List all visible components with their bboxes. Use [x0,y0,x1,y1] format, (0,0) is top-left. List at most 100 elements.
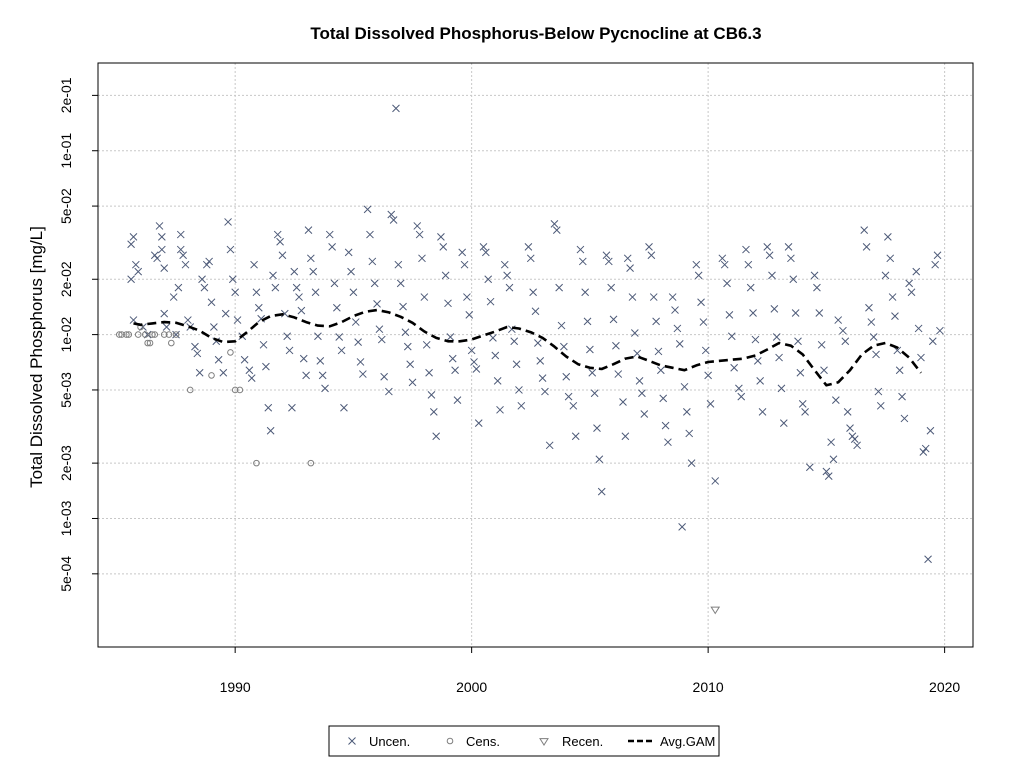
uncensored-point [332,303,341,312]
uncensored-point [486,297,495,306]
uncensored-point [694,271,703,280]
uncensored-point [387,210,396,219]
uncensored-point [784,243,793,251]
x-tick-label: 1990 [220,679,251,695]
uncensored-point [685,429,694,438]
legend-recensored-symbol [539,738,549,746]
uncensored-point [176,230,185,239]
uncensored-point [680,382,689,391]
uncensored-point [425,368,433,377]
uncensored-point [134,267,143,276]
uncensored-point [557,321,566,330]
censored-point [236,386,244,394]
uncensored-point [375,325,384,334]
uncensored-point [526,254,535,263]
uncensored-point [805,463,814,472]
uncensored-point [529,288,537,297]
uncensored-point [380,372,389,381]
uncensored-point [297,306,306,315]
uncensored-point [396,279,405,288]
uncensored-point [753,356,762,365]
uncensored-point [446,333,455,341]
uncensored-point [524,243,533,251]
uncensored-point [219,368,228,377]
uncensored-point [626,264,634,272]
uncensored-point [210,323,218,331]
censored-point [208,372,215,379]
uncensored-point [895,366,904,375]
censored-point [146,339,154,347]
uncensored-point [458,248,467,257]
uncensored-point [621,432,630,441]
uncensored-point [280,309,289,318]
uncensored-point [919,448,928,456]
uncensored-point [479,243,488,251]
uncensored-point [181,260,190,269]
uncensored-point [463,293,471,301]
uncensored-point [751,335,760,344]
uncensored-point [403,342,412,351]
y-tick-label: 1e-03 [58,500,74,536]
uncensored-point [723,279,731,288]
uncensored-point [742,245,750,254]
uncensored-point [240,355,249,364]
uncensored-point [822,467,831,476]
uncensored-point [389,216,398,224]
uncensored-point [517,401,526,410]
uncensored-point [512,360,521,369]
gam-trend-line [133,308,923,387]
uncensored-point [392,104,400,113]
uncensored-point [881,271,890,280]
uncensored-point [472,365,481,373]
uncensored-point [817,340,826,349]
uncensored-point [162,323,171,331]
censored-point [123,331,130,338]
censored-point [160,331,168,338]
uncensored-point [900,414,909,423]
censored-point [134,331,142,338]
uncensored-point [484,275,493,284]
uncensored-point [846,424,854,432]
uncensored-point [366,230,374,239]
uncensored-point [536,356,545,365]
uncensored-point [614,370,623,378]
uncensored-point [335,333,344,341]
uncensored-point [356,358,365,366]
uncensored-point [744,260,753,269]
uncensored-point [820,366,828,375]
x-tick-label: 2010 [693,679,724,695]
uncensored-point [921,444,930,453]
y-tick-label: 5e-02 [58,188,74,224]
uncensored-point [316,356,325,365]
uncensored-point [891,312,899,321]
uncensored-point [228,275,237,284]
uncensored-point [649,293,658,301]
uncensored-point [595,455,604,464]
uncensored-point [607,283,616,292]
y-tick-label: 1e-02 [58,316,74,352]
uncensored-point [363,205,372,214]
uncensored-point [664,438,672,447]
uncensored-point [437,233,445,241]
uncensored-point [306,254,315,263]
gridlines [98,63,973,647]
uncensored-point [865,303,873,312]
uncensored-point [283,332,292,341]
uncensored-point [489,334,497,342]
uncensored-point [193,349,202,358]
uncensored-point [597,487,606,496]
uncensored-point [869,333,878,341]
censored-point [151,331,159,338]
uncensored-point [269,271,277,280]
uncensored-point [671,306,679,314]
uncensored-point [675,340,684,348]
uncensored-point [224,218,232,226]
uncensored-point [415,230,424,239]
uncensored-point [813,283,821,292]
legend: Uncen. Cens. Recen. Avg.GAM [328,725,720,757]
uncensored-point [448,354,457,363]
censored-point [307,459,315,467]
uncensored-point [160,264,169,272]
uncensored-point [862,243,871,251]
uncensored-point [304,226,313,234]
